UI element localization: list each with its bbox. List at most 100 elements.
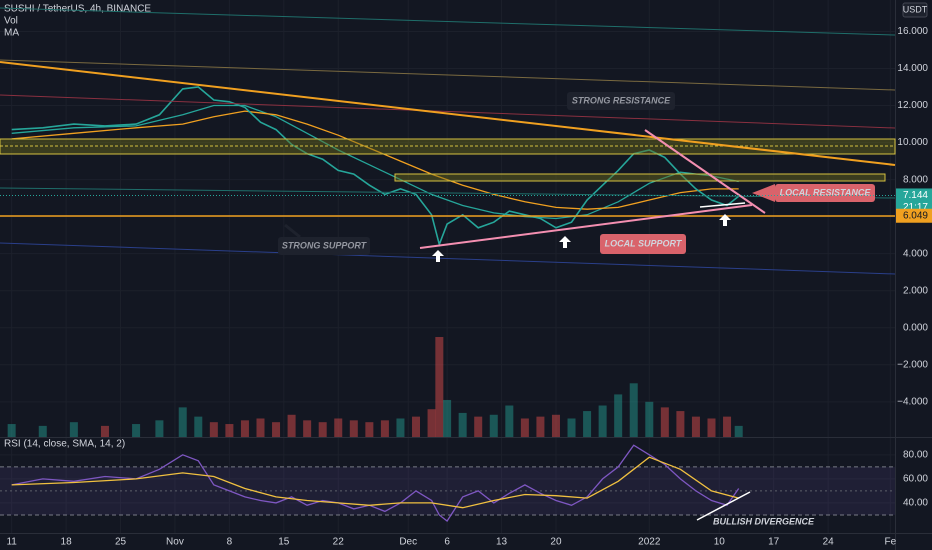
annotation: STRONG SUPPORT [282,240,368,250]
volume-bar [645,401,654,437]
x-tick-label: 2022 [638,537,661,548]
volume-bar [318,422,327,437]
channel-line [0,242,896,275]
annotation-box [775,184,875,202]
y-tick-label: 40.00 [903,498,928,509]
volume-bar [287,414,296,437]
volume-bar [69,422,78,437]
strong-resistance-trendline [0,61,896,166]
indicator-line [11,110,739,210]
resistance-zone [394,173,886,182]
volume-bar [676,411,685,437]
divergence-line [696,491,751,521]
volume-bar [209,422,218,437]
level-price: 6.049 [903,210,928,221]
y-tick-label: −4.000 [897,396,928,407]
volume-bar [629,383,638,437]
x-tick-label: 10 [714,537,726,548]
volume-bar [272,422,281,437]
annotation-pointer [284,223,301,239]
y-tick-label: 8.000 [903,174,928,185]
vol-label: Vol [4,16,18,27]
x-tick-label: 6 [444,537,450,548]
volume-bar [458,412,467,437]
annotation: LOCAL SUPPORT [605,238,683,248]
volume-bar [723,416,732,437]
y-tick-label: 0.000 [903,322,928,333]
x-tick-label: 17 [768,537,780,548]
volume-bar [380,420,389,437]
annotation-box [600,234,686,254]
annotation: LOCAL RESISTANCE [780,187,872,197]
level-tag [896,208,932,223]
annotation-box [278,237,370,255]
annotation-arrow [752,184,775,202]
x-tick-label: 20 [550,537,562,548]
volume-bar [225,424,234,437]
y-tick-label: 2.000 [903,285,928,296]
volume-bar [38,425,47,437]
drawings: STRONG RESISTANCE LOCAL RESISTANCE STRON… [0,7,896,526]
volume-bar [100,425,109,437]
volume-bar [443,399,452,437]
volume-bar [474,416,483,437]
volume-bar [567,418,576,437]
rsi-title: RSI (14, close, SMA, 14, 2) [4,439,125,450]
annotation: BULLISH DIVERGENCE [713,516,815,526]
y-tick-label: −2.000 [897,359,928,370]
y-tick-label: 4.000 [903,248,928,259]
x-tick-label: Dec [399,537,417,548]
y-tick-label: 12.000 [897,100,928,111]
volume-bar [551,414,560,437]
volume-bar [132,424,141,437]
volume-bar [256,418,265,437]
volume-bar [614,394,623,437]
volume-bar [489,414,498,437]
indicator-line [11,104,739,220]
x-tick-label: Fe [884,537,896,548]
local-resistance-trendline [644,129,766,214]
volume-bar [583,411,592,437]
volume-bar [194,416,203,437]
currency-badge[interactable] [902,2,928,18]
volume-bar [240,420,249,437]
x-tick-label: Nov [166,537,184,548]
local-support-trendline [419,204,753,249]
volume-bar [691,416,700,437]
arrow-up [432,250,444,262]
volume-bar [427,409,436,437]
x-tick-label: 22 [333,537,345,548]
indicator-line [11,456,739,509]
countdown: 21:17 [903,202,928,213]
x-tick-label: 11 [6,537,17,548]
volume-bar [536,416,545,437]
channel-line [0,187,896,199]
volume-bar [734,425,743,437]
volume-bar [7,424,16,437]
channel-line [0,7,896,36]
y-tick-label: 14.000 [897,63,928,74]
x-tick-label: 15 [278,537,290,548]
price-line [11,86,740,248]
x-tick-label: 18 [61,537,73,548]
ma-label: MA [4,28,19,39]
arrow-up [719,214,731,226]
x-tick-label: 24 [823,537,835,548]
y-tick-label: 10.000 [897,137,928,148]
arrow-up [559,236,571,248]
y-tick-label: 60.00 [903,474,928,485]
channel-line [0,94,896,129]
volume-bar [707,418,716,437]
volume-bar [155,420,164,437]
annotation: STRONG RESISTANCE [572,95,671,105]
last-price: 7.144 [903,190,928,201]
y-tick-label: 80.00 [903,449,928,460]
volume-bar [520,418,529,437]
volume-bar [435,337,444,437]
x-tick-label: 25 [115,537,127,548]
volume-bar [396,418,405,437]
volume-bar [660,407,669,437]
volume-bar [303,420,312,437]
x-tick-label: 8 [227,537,233,548]
currency[interactable]: USDT [903,4,928,14]
